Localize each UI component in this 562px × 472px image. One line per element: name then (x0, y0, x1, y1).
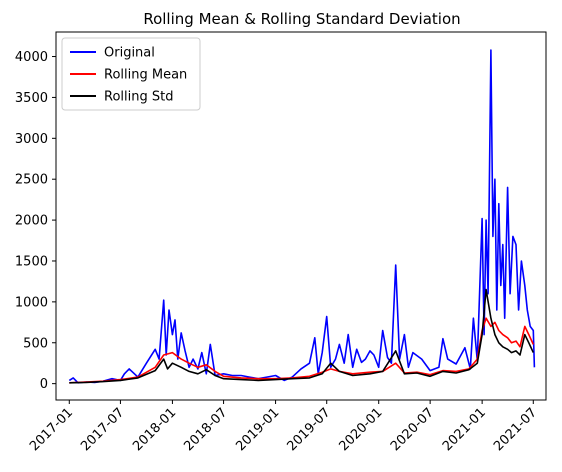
y-tick-label: 2000 (15, 214, 48, 229)
legend-label: Rolling Mean (104, 68, 187, 83)
y-tick-label: 1000 (15, 295, 48, 310)
y-tick-label: 2500 (15, 173, 48, 188)
plot-frame (55, 31, 547, 401)
y-tick-label: 3500 (15, 91, 48, 106)
y-tick-label: 0 (40, 377, 48, 392)
series-line-rolling-std (69, 288, 535, 384)
series-line-rolling-mean (69, 317, 535, 384)
chart-title: Rolling Mean & Rolling Standard Deviatio… (143, 10, 460, 28)
y-tick-label: 500 (23, 336, 48, 351)
legend: Original Rolling Mean Rolling Std (61, 37, 201, 111)
legend-box (61, 37, 201, 111)
legend-label: Original (104, 46, 155, 61)
y-tick-label: 3000 (15, 132, 48, 147)
y-tick-label: 4000 (15, 50, 48, 65)
series-line-original (68, 49, 536, 384)
legend-label: Rolling Std (104, 90, 173, 105)
series-layer (68, 49, 536, 384)
y-tick-label: 1500 (15, 254, 48, 269)
